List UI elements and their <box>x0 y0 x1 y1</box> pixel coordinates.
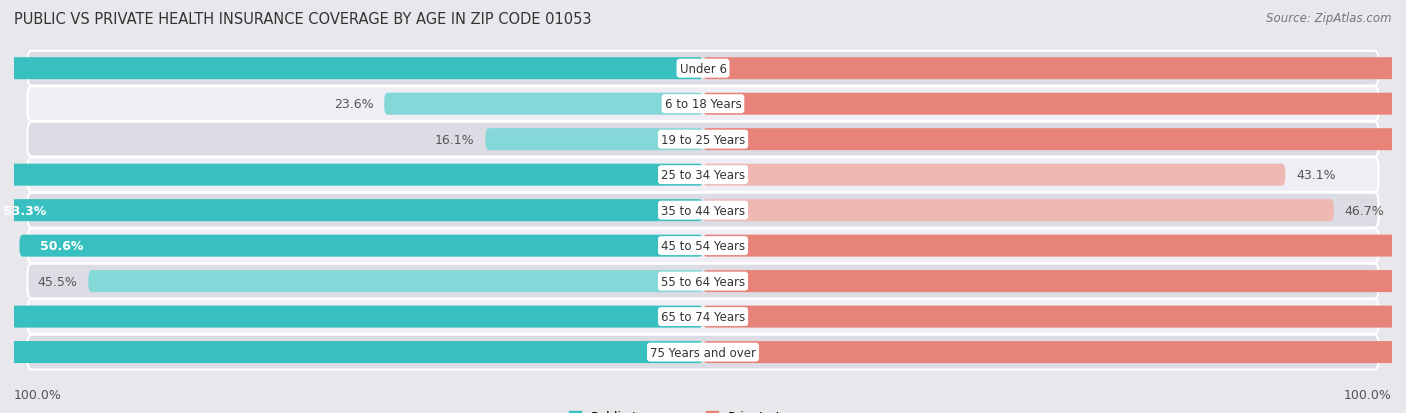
Text: 35 to 44 Years: 35 to 44 Years <box>661 204 745 217</box>
Text: 16.1%: 16.1% <box>434 133 475 146</box>
FancyBboxPatch shape <box>28 52 1378 86</box>
FancyBboxPatch shape <box>28 264 1378 299</box>
FancyBboxPatch shape <box>89 271 703 292</box>
FancyBboxPatch shape <box>703 58 1406 80</box>
FancyBboxPatch shape <box>703 129 1406 151</box>
Text: 46.7%: 46.7% <box>1344 204 1385 217</box>
FancyBboxPatch shape <box>28 229 1378 263</box>
FancyBboxPatch shape <box>485 129 703 151</box>
Text: 75 Years and over: 75 Years and over <box>650 346 756 359</box>
FancyBboxPatch shape <box>28 123 1378 157</box>
FancyBboxPatch shape <box>28 158 1378 192</box>
Text: 50.6%: 50.6% <box>39 240 83 252</box>
Text: 100.0%: 100.0% <box>14 388 62 401</box>
FancyBboxPatch shape <box>703 199 1334 222</box>
FancyBboxPatch shape <box>28 335 1378 370</box>
FancyBboxPatch shape <box>28 299 1378 334</box>
Text: 43.1%: 43.1% <box>1296 169 1336 182</box>
FancyBboxPatch shape <box>0 199 703 222</box>
Text: Source: ZipAtlas.com: Source: ZipAtlas.com <box>1267 12 1392 25</box>
Text: PUBLIC VS PRIVATE HEALTH INSURANCE COVERAGE BY AGE IN ZIP CODE 01053: PUBLIC VS PRIVATE HEALTH INSURANCE COVER… <box>14 12 592 27</box>
Text: 6 to 18 Years: 6 to 18 Years <box>665 98 741 111</box>
Text: 65 to 74 Years: 65 to 74 Years <box>661 310 745 323</box>
FancyBboxPatch shape <box>703 93 1406 115</box>
Text: 25 to 34 Years: 25 to 34 Years <box>661 169 745 182</box>
Text: 100.0%: 100.0% <box>1344 388 1392 401</box>
FancyBboxPatch shape <box>28 193 1378 228</box>
Text: 45 to 54 Years: 45 to 54 Years <box>661 240 745 252</box>
FancyBboxPatch shape <box>0 306 703 328</box>
Text: 45.5%: 45.5% <box>38 275 77 288</box>
FancyBboxPatch shape <box>703 306 1406 328</box>
Text: 53.3%: 53.3% <box>3 204 46 217</box>
Legend: Public Insurance, Private Insurance: Public Insurance, Private Insurance <box>568 411 838 413</box>
Text: Under 6: Under 6 <box>679 62 727 76</box>
FancyBboxPatch shape <box>0 341 703 363</box>
FancyBboxPatch shape <box>384 93 703 115</box>
FancyBboxPatch shape <box>28 87 1378 122</box>
FancyBboxPatch shape <box>703 271 1406 292</box>
FancyBboxPatch shape <box>0 164 703 186</box>
FancyBboxPatch shape <box>703 341 1406 363</box>
FancyBboxPatch shape <box>703 235 1406 257</box>
FancyBboxPatch shape <box>20 235 703 257</box>
Text: 55 to 64 Years: 55 to 64 Years <box>661 275 745 288</box>
FancyBboxPatch shape <box>703 164 1285 186</box>
Text: 19 to 25 Years: 19 to 25 Years <box>661 133 745 146</box>
Text: 23.6%: 23.6% <box>333 98 374 111</box>
FancyBboxPatch shape <box>0 58 703 80</box>
